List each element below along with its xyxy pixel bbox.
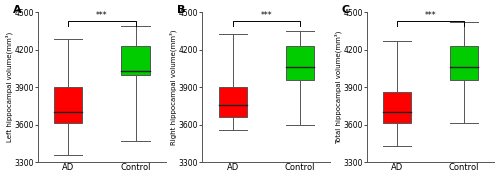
Text: C: C	[342, 5, 349, 15]
Bar	[286, 46, 314, 80]
Bar	[383, 92, 411, 123]
Bar	[54, 87, 82, 123]
Text: ***: ***	[260, 11, 272, 20]
Text: A: A	[12, 5, 21, 15]
Bar	[218, 87, 247, 117]
Bar	[450, 46, 478, 80]
Y-axis label: Left hippocampal volume(mm³): Left hippocampal volume(mm³)	[6, 32, 13, 142]
Text: B: B	[177, 5, 186, 15]
Text: ***: ***	[96, 11, 108, 20]
Y-axis label: Total hippocampal volume(mm³): Total hippocampal volume(mm³)	[334, 31, 342, 144]
Text: ***: ***	[425, 11, 436, 20]
Bar	[122, 46, 150, 75]
Y-axis label: Right hippocampal volume(mm³): Right hippocampal volume(mm³)	[170, 30, 177, 145]
